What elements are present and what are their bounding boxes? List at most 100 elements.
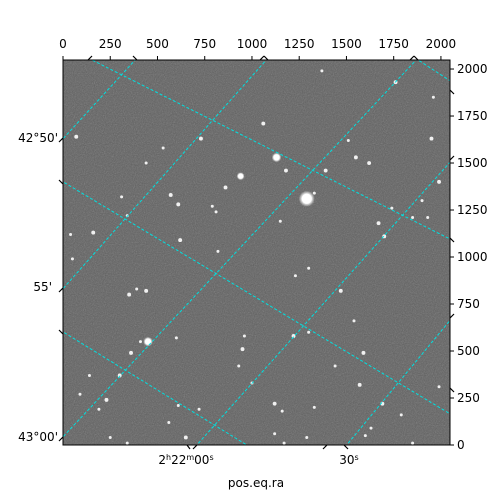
dec-tick-mark <box>58 287 64 293</box>
star-point <box>333 364 337 368</box>
star-point <box>369 426 373 430</box>
y-tick-label: 1250 <box>457 203 488 217</box>
y-tick-label: 750 <box>457 297 480 311</box>
world-tick-mark <box>263 55 269 61</box>
star-point <box>273 432 277 436</box>
star-point <box>87 373 91 377</box>
y-tick-label: 2000 <box>457 62 488 76</box>
star-point <box>178 238 183 243</box>
bright-object <box>238 173 244 179</box>
star-point <box>167 420 171 424</box>
ra-grid-line <box>63 60 267 290</box>
star-point <box>390 206 394 210</box>
star-point <box>216 249 220 253</box>
ra-grid-line <box>346 319 450 445</box>
star-point <box>138 340 142 344</box>
star-point <box>176 404 180 408</box>
star-point <box>282 441 286 445</box>
star-point <box>97 407 101 411</box>
world-tick-mark <box>132 55 138 61</box>
star-point <box>261 121 266 126</box>
world-tick-mark <box>87 55 93 61</box>
ra-grid-line <box>196 161 450 445</box>
star-point <box>307 330 311 334</box>
dec-tick-mark <box>58 436 64 442</box>
star-point <box>367 161 372 165</box>
star-point <box>363 434 367 438</box>
star-point <box>323 168 328 173</box>
world-tick-mark <box>449 237 455 243</box>
star-point <box>144 288 149 293</box>
bright-object <box>301 193 312 204</box>
x-tick-label: 1750 <box>378 37 409 51</box>
world-tick-mark <box>449 387 455 393</box>
x-tick-label: 2000 <box>426 37 457 51</box>
y-tick-label: 500 <box>457 344 480 358</box>
star-point <box>129 350 133 355</box>
star-point <box>338 288 343 293</box>
star-point <box>429 136 434 141</box>
star-point <box>307 266 311 270</box>
star-point <box>210 204 214 208</box>
star-point <box>312 405 316 409</box>
ra-tick-mark <box>186 444 191 450</box>
star-point <box>174 336 178 340</box>
world-tick-mark <box>413 55 419 61</box>
x-tick-label: 0 <box>59 37 67 51</box>
ra-grid-line <box>63 60 417 438</box>
x-tick-label: 1250 <box>284 37 315 51</box>
world-tick-mark <box>449 313 455 319</box>
star-point <box>376 221 381 226</box>
star-point <box>437 385 441 389</box>
star-point <box>183 435 188 440</box>
star-point <box>91 230 96 235</box>
y-tick-label: 1500 <box>457 156 488 170</box>
bright-object <box>145 338 152 345</box>
ra-tick-label: 2h22m00s <box>158 453 213 468</box>
world-tick-mark <box>449 89 455 95</box>
star-point <box>357 382 362 387</box>
star-point <box>278 219 282 223</box>
star-point <box>117 373 122 378</box>
x-tick-label: 500 <box>146 37 169 51</box>
star-point <box>399 413 403 417</box>
star-point <box>280 409 284 413</box>
star-point <box>305 435 309 439</box>
star-point <box>78 392 82 396</box>
dec-grid-line <box>417 60 450 82</box>
dec-tick-mark <box>58 137 64 143</box>
y-tick-label: 1750 <box>457 109 488 123</box>
coordinate-grid <box>63 60 450 445</box>
star-point <box>70 257 74 261</box>
dec-tick-label: 43°00' <box>18 430 58 444</box>
y-tick-label: 250 <box>457 391 480 405</box>
dec-grid-line <box>90 60 450 240</box>
star-point <box>284 168 288 173</box>
star-point <box>104 397 109 402</box>
star-point <box>144 161 148 165</box>
bright-object <box>273 154 280 161</box>
ra-tick-mark <box>192 444 198 450</box>
star-point <box>291 334 296 338</box>
star-point <box>214 210 218 214</box>
x-axis-label: pos.eq.ra <box>228 476 284 490</box>
world-ticks <box>58 55 455 450</box>
star-point <box>120 195 124 199</box>
star-point <box>242 334 246 338</box>
plot-frame <box>62 59 451 446</box>
ra-tick-mark <box>322 444 328 450</box>
stars-layer <box>69 69 441 445</box>
dec-tick-mark <box>58 329 64 335</box>
star-point <box>312 191 316 195</box>
star-point <box>352 319 356 323</box>
ra-grid-line <box>63 60 136 140</box>
x-tick-label: 1000 <box>237 37 268 51</box>
star-point <box>361 350 366 355</box>
star-point <box>272 401 277 406</box>
star-point <box>135 287 139 291</box>
star-point <box>320 69 324 73</box>
star-point <box>346 138 350 142</box>
x-pixel-axis: 0 250 500 750 1000 1250 1500 1750 2000 <box>59 37 456 60</box>
y-tick-label: 1000 <box>457 250 488 264</box>
